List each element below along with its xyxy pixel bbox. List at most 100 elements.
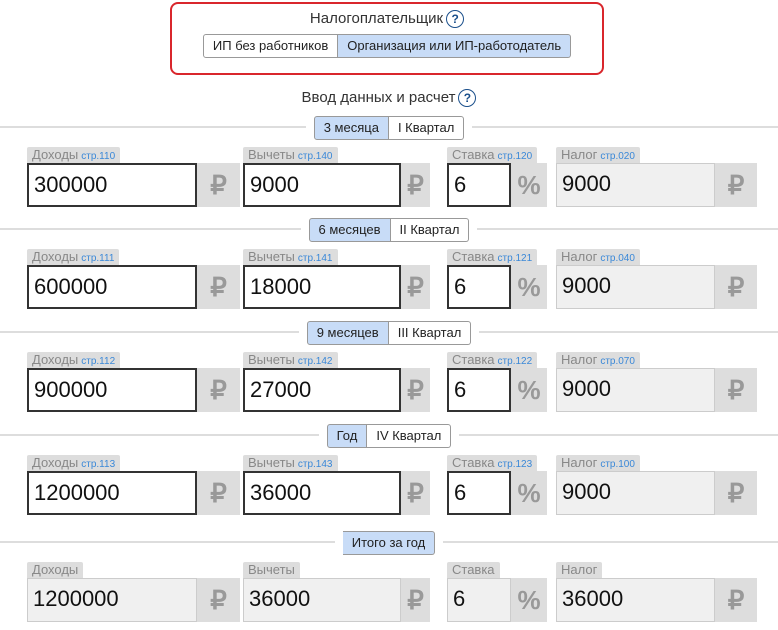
period-button[interactable]: 6 месяцев bbox=[308, 218, 391, 242]
label-text: Доходы bbox=[32, 249, 79, 264]
period-toggle: 3 месяца I Квартал bbox=[0, 116, 778, 140]
input-field: 36000 bbox=[243, 578, 401, 622]
input-field: 6 bbox=[447, 578, 511, 622]
period-button[interactable]: 3 месяца bbox=[313, 116, 389, 140]
input-field[interactable]: 1200000 bbox=[27, 471, 197, 515]
unit-badge: % bbox=[511, 578, 547, 622]
field-label: Доходы стр.113 bbox=[27, 455, 121, 471]
unit-badge: % bbox=[511, 163, 547, 207]
input-field[interactable]: 6 bbox=[447, 163, 511, 207]
label-text: Доходы bbox=[32, 147, 79, 162]
section-header: Ввод данных и расчет? bbox=[0, 89, 778, 107]
unit-badge: ₽ bbox=[401, 471, 430, 515]
option-button[interactable]: ИП без работников bbox=[202, 34, 339, 58]
line-code: стр.140 bbox=[297, 151, 333, 162]
field-label: Налог стр.040 bbox=[556, 249, 640, 265]
label-text: Вычеты bbox=[248, 455, 295, 470]
unit-badge: ₽ bbox=[197, 471, 240, 515]
line-code: стр.122 bbox=[497, 356, 533, 367]
unit-badge: ₽ bbox=[197, 578, 240, 622]
unit-badge: ₽ bbox=[401, 163, 430, 207]
input-field: 9000 bbox=[556, 471, 715, 515]
help-icon[interactable]: ? bbox=[458, 89, 477, 107]
field-label: Налог bbox=[556, 562, 603, 578]
taxpayer-box: Налогоплательщик? ИП без работников Орга… bbox=[170, 2, 604, 75]
toggle-group: 9 месяцев III Квартал bbox=[298, 321, 480, 345]
field-label: Ставка стр.123 bbox=[447, 455, 538, 471]
line-code: стр.112 bbox=[81, 356, 116, 367]
quarter-button[interactable]: IV Квартал bbox=[367, 424, 452, 448]
label-text: Ставка bbox=[452, 455, 495, 470]
unit-badge: ₽ bbox=[715, 163, 757, 207]
input-field: 9000 bbox=[556, 265, 715, 309]
unit-badge: ₽ bbox=[715, 578, 757, 622]
period-button[interactable]: 9 месяцев bbox=[306, 321, 389, 345]
line-code: стр.110 bbox=[81, 151, 116, 162]
input-field: 9000 bbox=[556, 163, 715, 207]
unit-badge: ₽ bbox=[197, 265, 240, 309]
period-button[interactable]: Итого за год bbox=[342, 531, 436, 555]
input-field[interactable]: 18000 bbox=[243, 265, 401, 309]
field-label: Доходы стр.112 bbox=[27, 352, 121, 368]
quarter-button[interactable]: I Квартал bbox=[388, 116, 465, 140]
line-code: стр.111 bbox=[81, 253, 115, 264]
unit-badge: ₽ bbox=[401, 265, 430, 309]
input-field: 1200000 bbox=[27, 578, 197, 622]
taxpayer-toggle: ИП без работников Организация или ИП-раб… bbox=[172, 34, 602, 58]
field-label: Ставка стр.121 bbox=[447, 249, 538, 265]
unit-badge: ₽ bbox=[715, 265, 757, 309]
field-label: Вычеты стр.143 bbox=[243, 455, 338, 471]
label-text: Налог bbox=[561, 562, 598, 577]
input-field[interactable]: 6 bbox=[447, 265, 511, 309]
toggle-group: Год IV Квартал bbox=[318, 424, 460, 448]
toggle-group: Итого за год bbox=[334, 531, 444, 555]
input-field[interactable]: 6 bbox=[447, 368, 511, 412]
line-code: стр.070 bbox=[600, 356, 635, 367]
section-title: Ввод данных и расчет bbox=[301, 89, 456, 106]
quarter-button[interactable]: III Квартал bbox=[388, 321, 472, 345]
label-text: Налог bbox=[561, 249, 598, 264]
field-label: Вычеты стр.141 bbox=[243, 249, 338, 265]
input-field: 36000 bbox=[556, 578, 715, 622]
label-text: Налог bbox=[561, 455, 598, 470]
input-field[interactable]: 6 bbox=[447, 471, 511, 515]
input-field[interactable]: 9000 bbox=[243, 163, 401, 207]
input-field[interactable]: 900000 bbox=[27, 368, 197, 412]
label-text: Ставка bbox=[452, 352, 495, 367]
taxpayer-header: Налогоплательщик? bbox=[172, 10, 602, 28]
quarter-button[interactable]: II Квартал bbox=[390, 218, 470, 242]
label-text: Вычеты bbox=[248, 562, 295, 577]
period-button[interactable]: Год bbox=[326, 424, 368, 448]
line-code: стр.143 bbox=[297, 459, 333, 470]
input-field[interactable]: 36000 bbox=[243, 471, 401, 515]
input-field[interactable]: 27000 bbox=[243, 368, 401, 412]
field-label: Налог стр.020 bbox=[556, 147, 640, 163]
label-text: Ставка bbox=[452, 249, 495, 264]
field-label: Налог стр.100 bbox=[556, 455, 640, 471]
field-label: Налог стр.070 bbox=[556, 352, 640, 368]
taxpayer-label: Налогоплательщик bbox=[309, 10, 444, 27]
unit-badge: ₽ bbox=[197, 163, 240, 207]
label-text: Ставка bbox=[452, 147, 495, 162]
input-field[interactable]: 600000 bbox=[27, 265, 197, 309]
unit-badge: ₽ bbox=[401, 578, 430, 622]
field-label: Доходы стр.111 bbox=[27, 249, 120, 265]
line-code: стр.040 bbox=[600, 253, 635, 264]
unit-badge: % bbox=[511, 471, 547, 515]
unit-badge: ₽ bbox=[197, 368, 240, 412]
line-code: стр.142 bbox=[297, 356, 333, 367]
unit-badge: ₽ bbox=[715, 368, 757, 412]
line-code: стр.123 bbox=[497, 459, 533, 470]
toggle-group: 3 месяца I Квартал bbox=[305, 116, 473, 140]
field-label: Доходы bbox=[27, 562, 84, 578]
label-text: Доходы bbox=[32, 352, 79, 367]
line-code: стр.113 bbox=[81, 459, 116, 470]
label-text: Налог bbox=[561, 352, 598, 367]
help-icon[interactable]: ? bbox=[446, 10, 465, 28]
line-code: стр.020 bbox=[600, 151, 635, 162]
toggle-group: 6 месяцев II Квартал bbox=[300, 218, 478, 242]
option-button[interactable]: Организация или ИП-работодатель bbox=[338, 34, 572, 58]
input-field[interactable]: 300000 bbox=[27, 163, 197, 207]
field-label: Ставка стр.120 bbox=[447, 147, 538, 163]
